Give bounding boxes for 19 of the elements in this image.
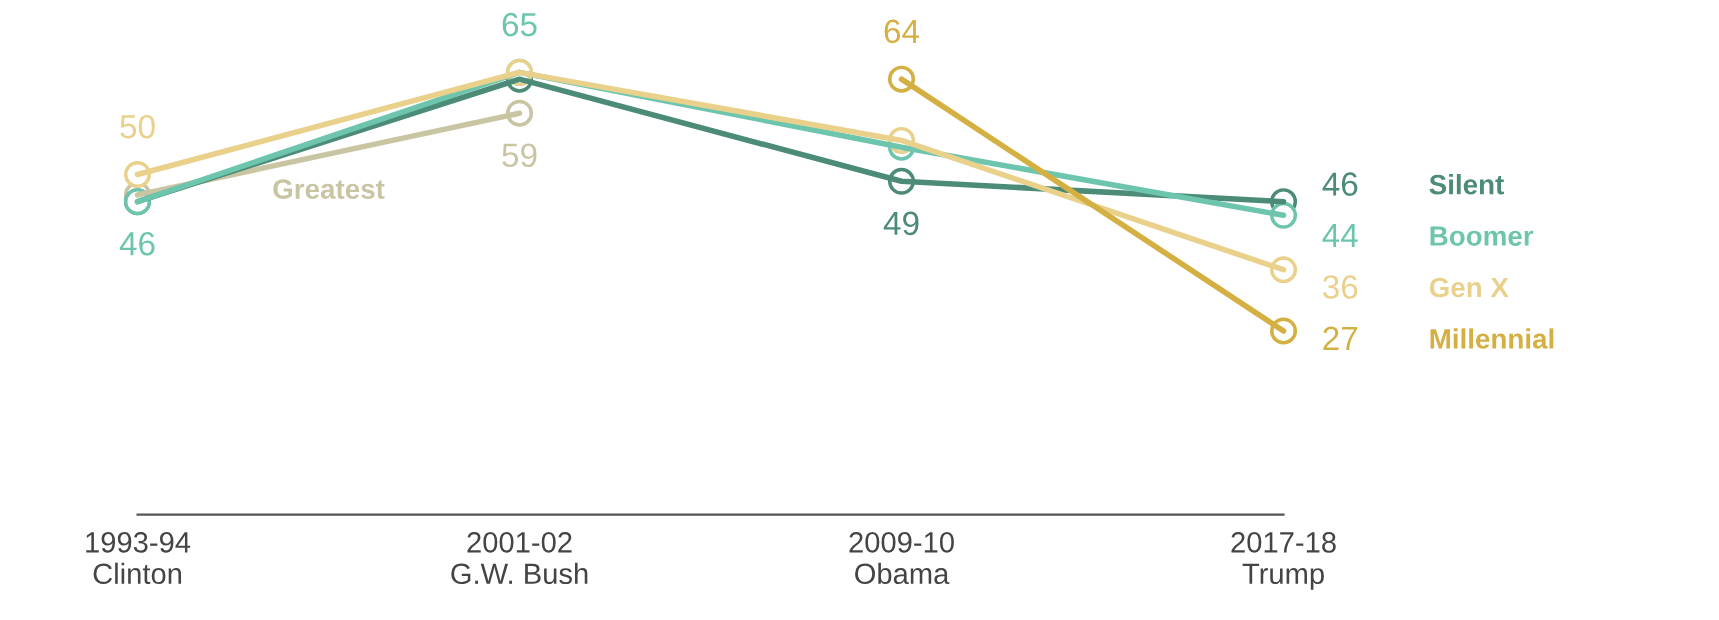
data-label: 27 — [1323, 326, 1358, 350]
text: Silent — [1429, 174, 1504, 195]
data-label: 36 — [1322, 275, 1358, 299]
data-label: 49 — [883, 211, 919, 236]
data-label: 65 — [502, 12, 537, 37]
data-label: 59 — [502, 143, 537, 168]
text: Boomer — [1430, 226, 1534, 246]
x-tick-label: 1993-94 Clinton — [86, 532, 191, 585]
data-label: 46 — [119, 231, 155, 256]
x-tick-label: 2017-18 Trump — [1231, 532, 1336, 590]
text: Gen X — [1429, 277, 1509, 298]
x-tick-label: 2009-10 Obama — [849, 532, 954, 585]
text: Millennial — [1430, 328, 1554, 349]
data-label: 44 — [1322, 224, 1358, 248]
data-label: 50 — [120, 114, 155, 139]
x-tick-label: 2001-02 G.W. Bush — [451, 532, 588, 585]
data-label: 46 — [1322, 172, 1358, 196]
data-label: 64 — [884, 19, 920, 44]
series-label: Greatest — [273, 179, 385, 199]
